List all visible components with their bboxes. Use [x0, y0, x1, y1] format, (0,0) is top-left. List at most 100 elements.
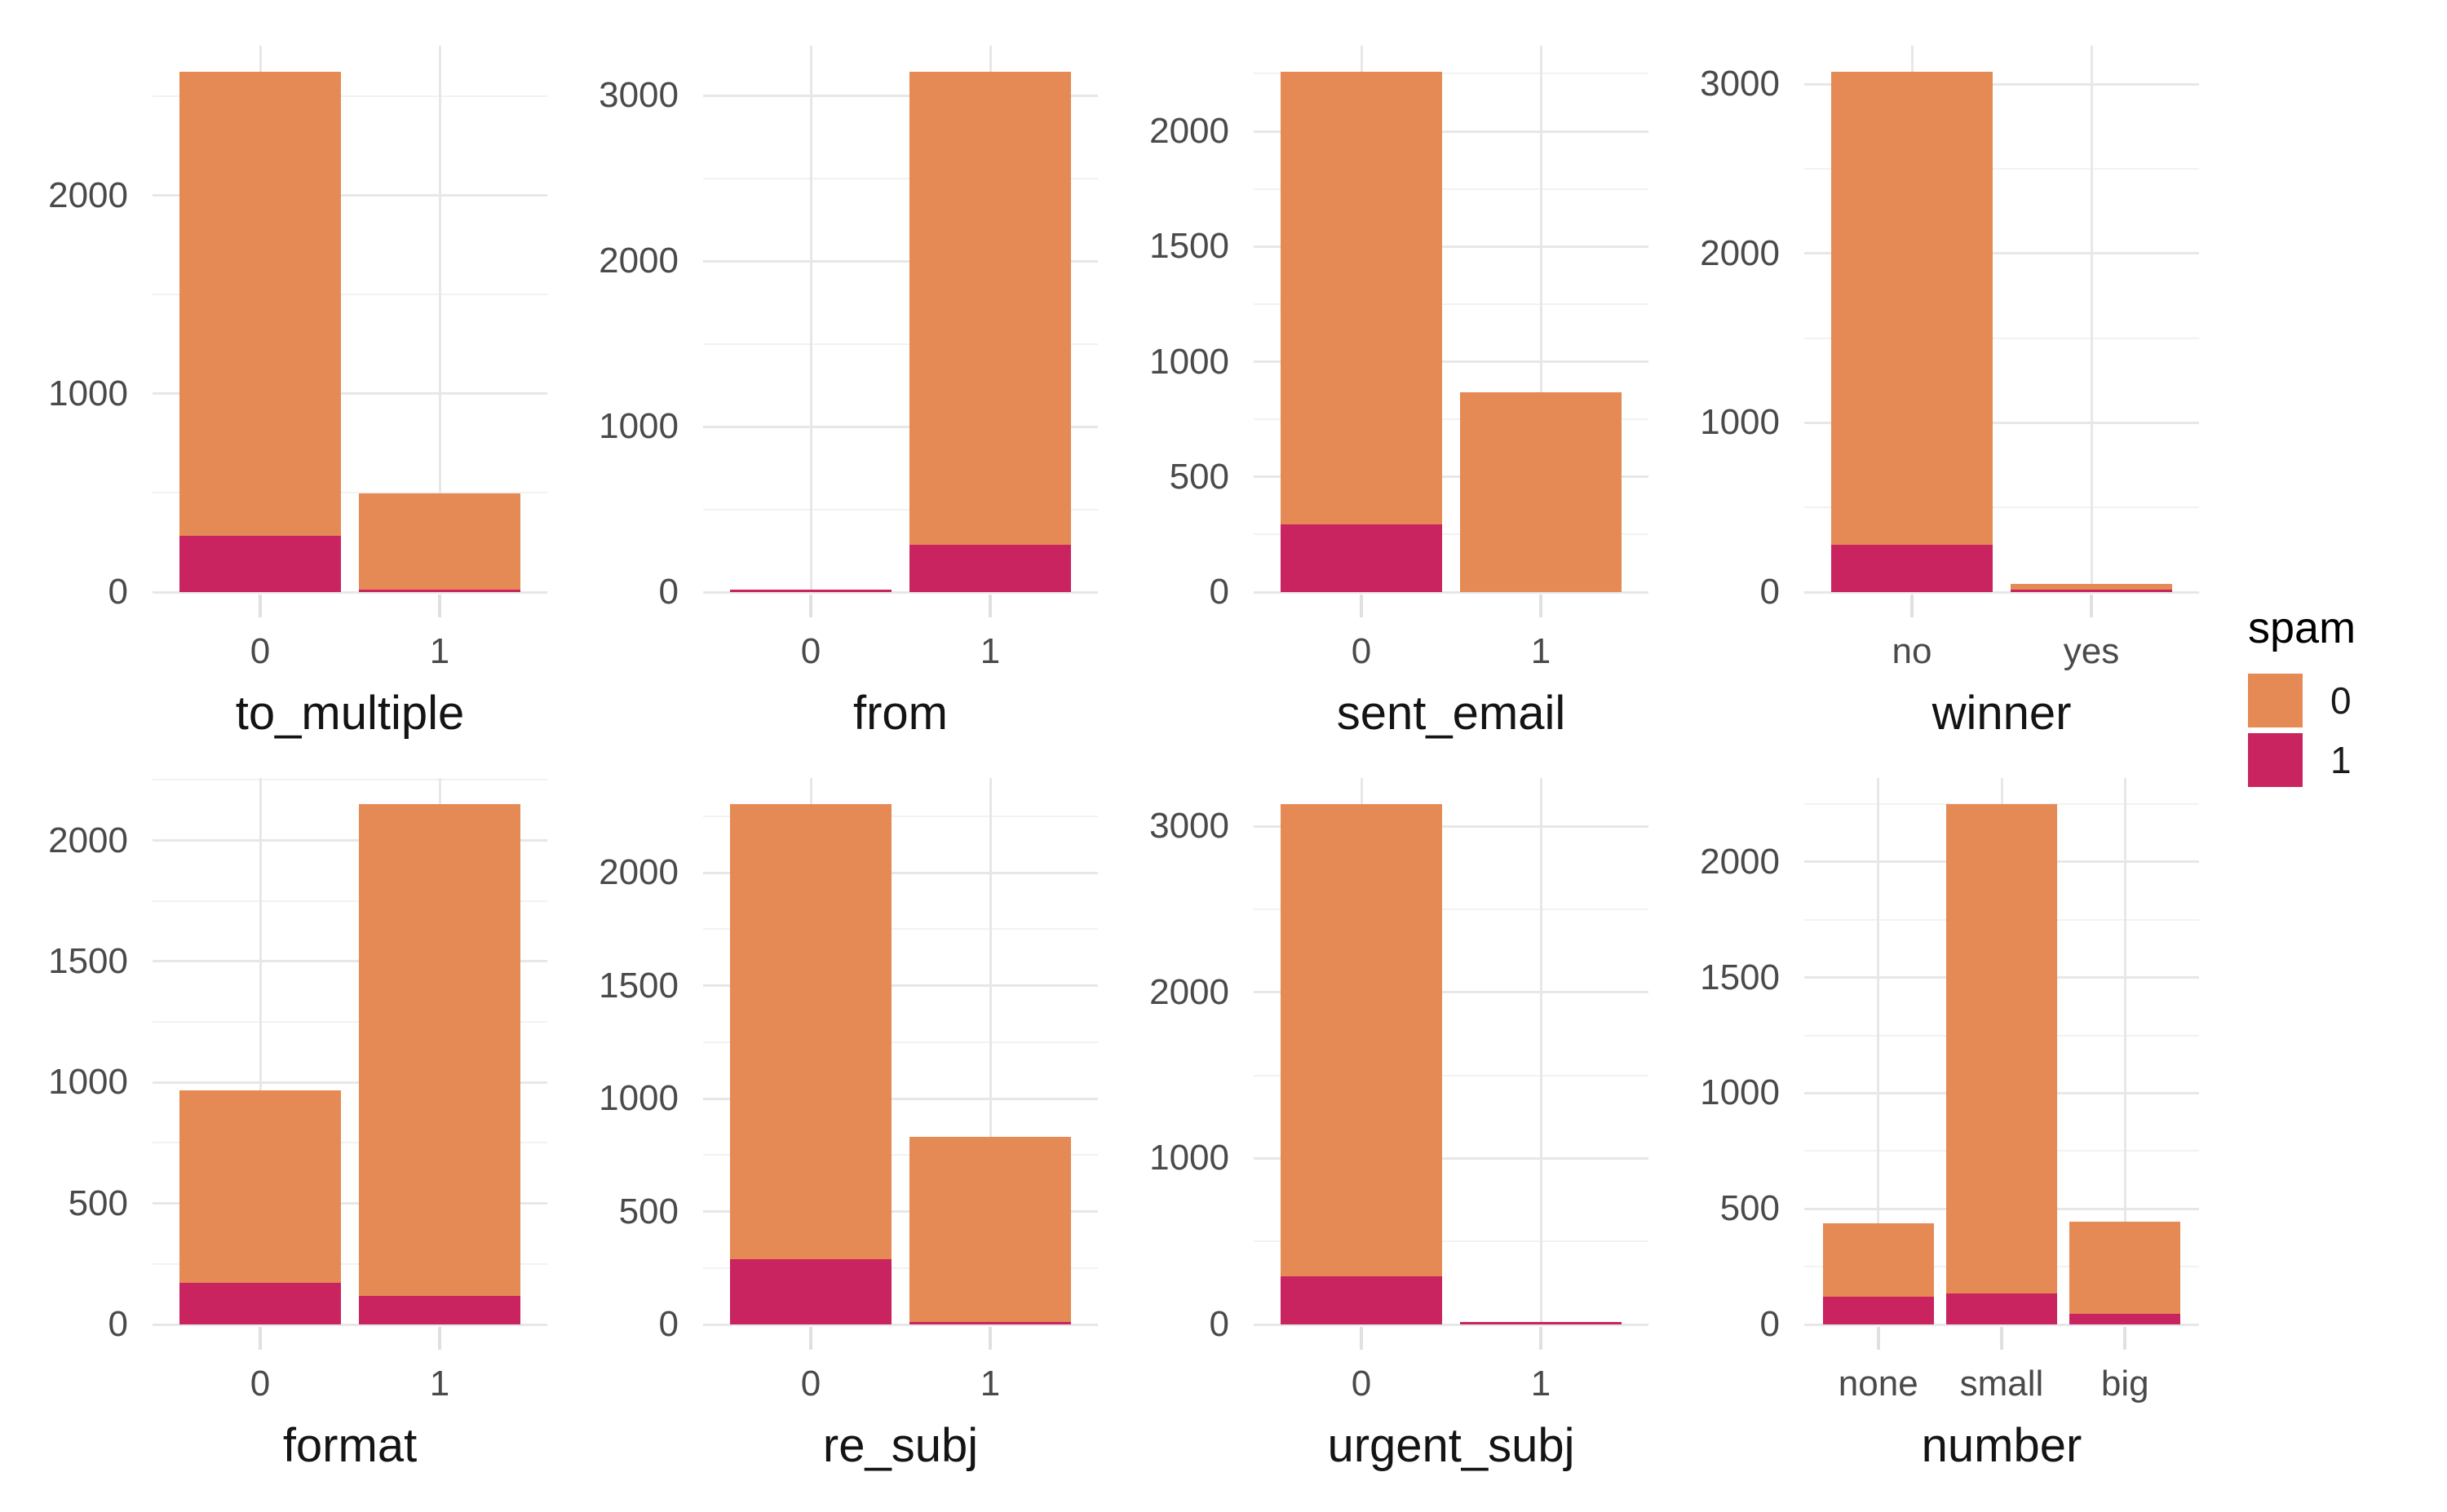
- y-tick-label: 3000: [1149, 806, 1229, 847]
- x-tick-mark: [259, 1327, 262, 1350]
- category-gridline: [989, 778, 992, 1324]
- bar-to_multiple-1-notspam: [359, 493, 520, 590]
- major-gridline: [153, 960, 547, 963]
- bar-re_subj-1-spam: [909, 1322, 1071, 1324]
- minor-gridline: [1254, 908, 1648, 910]
- bar-re_subj-0-notspam: [730, 803, 892, 1259]
- x-tick-mark: [1876, 1327, 1880, 1350]
- y-tick-label: 3000: [599, 75, 679, 116]
- category-gridline: [809, 46, 812, 592]
- y-tick-label: 1000: [48, 1062, 128, 1103]
- minor-gridline: [703, 1154, 1098, 1156]
- bar-number-small-notspam: [1945, 804, 2058, 1294]
- minor-gridline: [1254, 1074, 1648, 1077]
- x-tick-label: 1: [980, 631, 1001, 671]
- x-tick-mark: [1539, 1327, 1542, 1350]
- bar-sent_email-0-notspam: [1281, 71, 1442, 525]
- y-tick-label: 1000: [1700, 402, 1780, 443]
- category-gridline: [259, 778, 262, 1324]
- legend-label-1: 1: [2330, 739, 2352, 781]
- x-tick-label: 0: [250, 631, 271, 671]
- legend-label-0: 0: [2330, 679, 2352, 722]
- x-tick-label: 0: [800, 1364, 821, 1404]
- bar-to_multiple-0-notspam: [179, 71, 341, 536]
- y-tick-label: 1500: [1149, 226, 1229, 267]
- bar-to_multiple-1-spam: [359, 590, 520, 592]
- x-tick-label: 1: [1530, 1364, 1551, 1404]
- x-tick-mark: [1910, 595, 1914, 617]
- bar-number-big-spam: [2069, 1314, 2181, 1324]
- bar-format-1-notspam: [359, 804, 520, 1297]
- major-gridline: [703, 1097, 1098, 1100]
- minor-gridline: [153, 900, 547, 902]
- y-tick-label: 2000: [48, 820, 128, 860]
- y-tick-label: 2000: [599, 852, 679, 893]
- bar-urgent_subj-0-notspam: [1281, 803, 1442, 1276]
- major-gridline: [703, 94, 1098, 97]
- major-gridline: [703, 871, 1098, 874]
- category-gridline: [2123, 778, 2126, 1324]
- minor-gridline: [703, 1267, 1098, 1269]
- y-tick-label: 1000: [1700, 1072, 1780, 1113]
- minor-gridline: [1254, 533, 1648, 536]
- minor-gridline: [703, 177, 1098, 179]
- x-tick-label: 0: [1351, 1364, 1372, 1404]
- y-tick-label: 2000: [1700, 841, 1780, 882]
- y-tick-label: 0: [1759, 1304, 1780, 1344]
- legend-entry-0: 0: [2248, 674, 2444, 727]
- minor-gridline: [703, 508, 1098, 511]
- x-tick-mark: [809, 1327, 812, 1350]
- category-gridline: [1877, 778, 1880, 1324]
- category-gridline: [1539, 46, 1542, 592]
- minor-gridline: [1254, 1240, 1648, 1243]
- x-tick-mark: [2123, 1327, 2127, 1350]
- bar-number-none-notspam: [1822, 1223, 1934, 1297]
- major-gridline: [1804, 1323, 2199, 1326]
- x-tick-mark: [809, 595, 812, 617]
- x-tick-mark: [259, 595, 262, 617]
- major-gridline: [1254, 245, 1648, 248]
- major-gridline: [1254, 1156, 1648, 1160]
- y-tick-label: 1000: [1149, 341, 1229, 382]
- bar-urgent_subj-1-spam: [1460, 1322, 1622, 1324]
- category-gridline: [438, 46, 441, 592]
- legend: spam 0 1: [2248, 603, 2444, 793]
- bar-number-big-notspam: [2069, 1221, 2181, 1315]
- major-gridline: [1804, 590, 2199, 594]
- x-tick-label: yes: [2063, 631, 2120, 671]
- major-gridline: [1804, 82, 2199, 86]
- major-gridline: [703, 1210, 1098, 1214]
- bar-winner-yes-notspam: [2011, 584, 2172, 590]
- legend-title: spam: [2248, 603, 2356, 652]
- y-tick-label: 1500: [48, 940, 128, 981]
- axis-title-urgent_subj: urgent_subj: [1327, 1419, 1575, 1472]
- major-gridline: [1254, 1323, 1648, 1326]
- minor-gridline: [1254, 303, 1648, 305]
- major-gridline: [1254, 825, 1648, 828]
- y-tick-label: 0: [108, 572, 128, 612]
- y-tick-label: 1500: [1700, 957, 1780, 997]
- legend-swatch-orange-icon: [2248, 674, 2303, 727]
- x-tick-mark: [2090, 595, 2093, 617]
- major-gridline: [703, 425, 1098, 428]
- y-tick-label: 0: [1209, 1304, 1229, 1344]
- major-gridline: [703, 1323, 1098, 1326]
- y-tick-label: 500: [1719, 1188, 1780, 1229]
- bar-sent_email-0-spam: [1281, 524, 1442, 592]
- x-tick-label: 1: [1530, 631, 1551, 671]
- bar-format-0-spam: [179, 1282, 341, 1324]
- major-gridline: [153, 1202, 547, 1205]
- y-tick-label: 3000: [1700, 64, 1780, 104]
- minor-gridline: [1804, 337, 2199, 339]
- major-gridline: [703, 984, 1098, 988]
- x-tick-mark: [1360, 595, 1363, 617]
- minor-gridline: [1254, 418, 1648, 421]
- bar-urgent_subj-0-spam: [1281, 1275, 1442, 1324]
- x-tick-label: 0: [800, 631, 821, 671]
- x-tick-label: 0: [250, 1364, 271, 1404]
- major-gridline: [1804, 252, 2199, 255]
- bar-number-small-spam: [1945, 1293, 2058, 1324]
- x-tick-mark: [1539, 595, 1542, 617]
- legend-swatch-magenta-icon: [2248, 733, 2303, 787]
- y-tick-label: 2000: [1149, 111, 1229, 152]
